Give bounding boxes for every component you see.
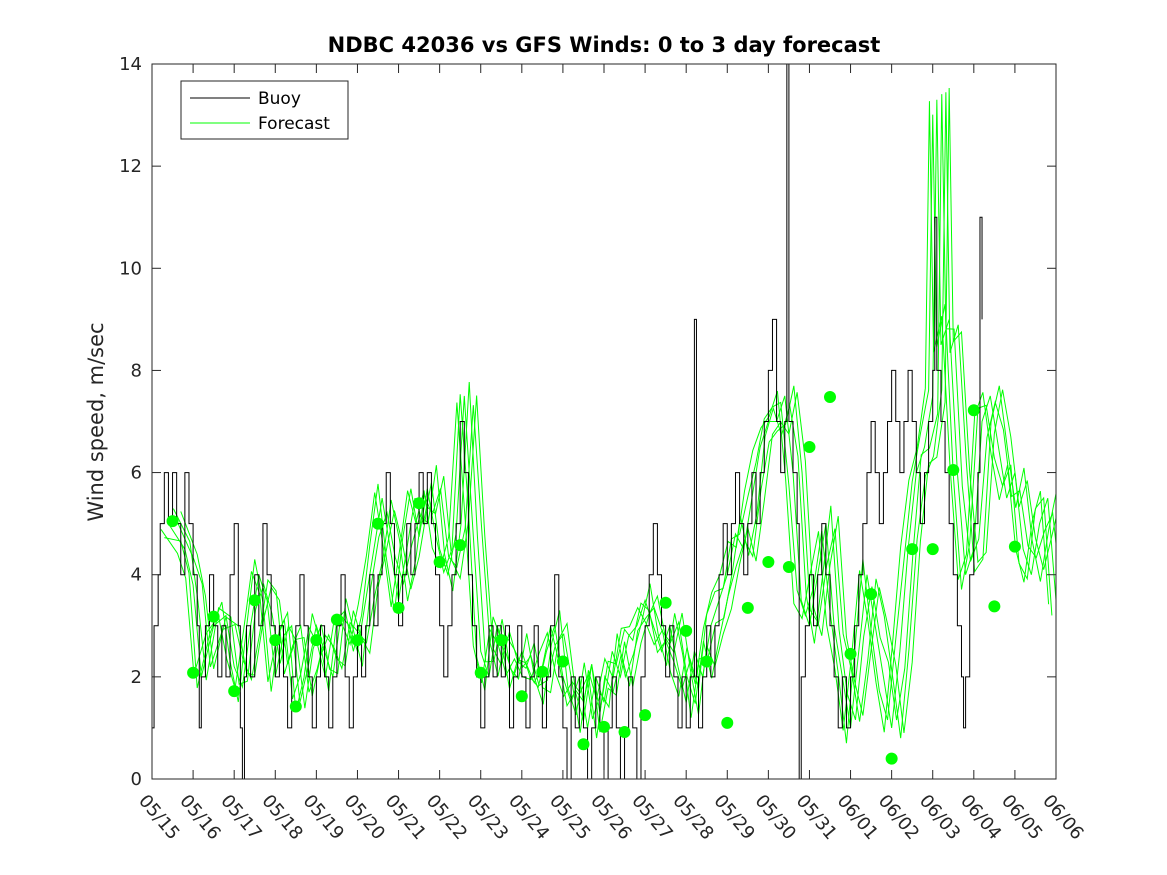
forecast-marker-25 [680, 624, 693, 637]
forecast-marker-2 [207, 610, 220, 623]
forecast-marker-29 [762, 555, 775, 568]
forecast-marker-12 [413, 497, 426, 510]
forecast-marker-13 [433, 555, 446, 568]
forecast-marker-30 [782, 561, 795, 574]
forecast-marker-24 [659, 596, 672, 609]
forecast-marker-0 [166, 515, 179, 528]
legend-box [180, 80, 349, 140]
forecast-marker-23 [639, 709, 652, 722]
forecast-line-5 [180, 87, 1056, 734]
forecast-marker-37 [926, 543, 939, 556]
forecast-marker-16 [495, 634, 508, 647]
forecast-marker-10 [372, 517, 384, 530]
forecast-marker-6 [289, 700, 302, 713]
legend-label-buoy: Buoy [258, 89, 301, 109]
forecast-marker-41 [1008, 540, 1021, 553]
y-tick-label: 8 [131, 360, 142, 381]
forecast-marker-15 [474, 666, 487, 679]
forecast-line-4 [160, 101, 1050, 733]
forecast-marker-9 [351, 634, 364, 647]
forecast-marker-26 [700, 655, 713, 668]
forecast-marker-19 [556, 655, 569, 668]
forecast-marker-5 [269, 634, 282, 647]
chart-title: NDBC 42036 vs GFS Winds: 0 to 3 day fore… [328, 33, 881, 57]
forecast-marker-28 [741, 601, 754, 614]
forecast-marker-34 [865, 588, 878, 601]
forecast-marker-14 [454, 539, 467, 552]
forecast-marker-33 [844, 647, 857, 660]
buoy-line [152, 64, 983, 779]
forecast-marker-3 [228, 685, 241, 698]
legend-label-forecast: Forecast [258, 114, 330, 134]
y-axis-label: Wind speed, m/sec [84, 322, 108, 521]
forecast-marker-1 [187, 666, 200, 679]
forecast-marker-39 [967, 404, 980, 417]
y-tick-label: 2 [131, 667, 142, 688]
forecast-marker-27 [721, 716, 734, 729]
forecast-marker-18 [536, 665, 549, 678]
y-tick-label: 12 [119, 156, 142, 177]
forecast-line-2 [164, 114, 1053, 744]
forecast-marker-36 [906, 543, 919, 556]
forecast-marker-17 [515, 690, 528, 703]
forecast-line-1 [172, 94, 1056, 721]
forecast-marker-7 [310, 634, 323, 647]
forecast-marker-21 [598, 720, 610, 733]
forecast-marker-4 [248, 594, 261, 607]
forecast-marker-11 [392, 601, 405, 614]
legend: Buoy Forecast [180, 80, 349, 140]
forecast-marker-35 [885, 752, 898, 765]
forecast-marker-31 [803, 441, 816, 454]
forecast-line-0 [168, 99, 1056, 729]
forecast-marker-22 [618, 726, 631, 739]
y-tick-label: 6 [131, 463, 142, 484]
forecast-marker-32 [824, 390, 836, 403]
forecast-marker-38 [947, 464, 960, 477]
y-tick-label: 0 [131, 769, 142, 790]
y-tick-label: 14 [119, 54, 142, 75]
plot-area [152, 64, 1056, 779]
y-tick-label: 4 [131, 565, 142, 586]
forecast-marker-40 [988, 600, 1001, 613]
forecast-marker-20 [577, 738, 590, 751]
forecast-marker-8 [330, 613, 343, 626]
y-tick-label: 10 [119, 258, 142, 279]
